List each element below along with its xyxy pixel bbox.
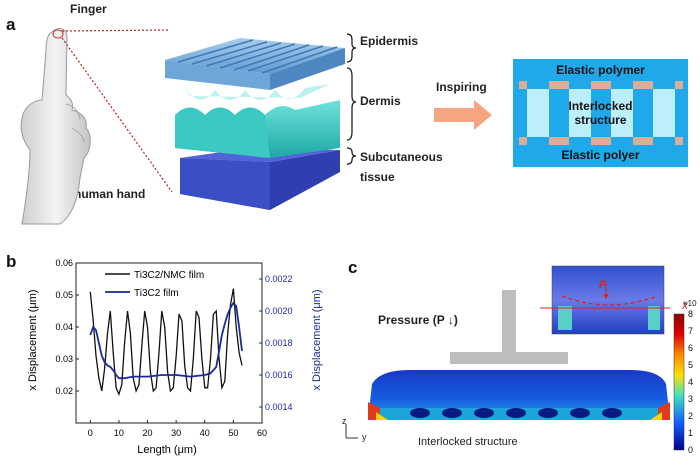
dermis-label: Dermis bbox=[360, 94, 401, 108]
axis-z-label: z bbox=[342, 416, 347, 426]
legend-label-nmc: Ti3C2/NMC film bbox=[134, 270, 204, 281]
inspiring-arrow bbox=[434, 100, 492, 130]
panel-a-illustration bbox=[20, 28, 492, 225]
schematic-middle-label-1: Interlocked bbox=[568, 99, 633, 113]
y-axis-label-right: x Displacement (μm) bbox=[311, 289, 323, 390]
x-tick-label: 0 bbox=[88, 428, 93, 438]
chart-legend: Ti3C2/NMC film Ti3C2 film bbox=[105, 270, 204, 299]
colorbar-tick-label: 3 bbox=[688, 394, 694, 404]
legend-label-ti3c2: Ti3C2 film bbox=[134, 288, 179, 299]
y-left-tick-label: 0.05 bbox=[55, 290, 73, 300]
x-tick-label: 40 bbox=[200, 428, 210, 438]
schematic-bumps bbox=[519, 81, 683, 145]
x-tick-label: 20 bbox=[143, 428, 153, 438]
schematic-bottom-label: Elastic polyer bbox=[561, 148, 640, 162]
inset-p-label: P bbox=[599, 279, 607, 291]
colorbar-tick-label: 4 bbox=[688, 377, 694, 387]
x-axis-label: Length (μm) bbox=[137, 444, 197, 456]
y-left-tick-label: 0.04 bbox=[55, 322, 73, 332]
tissue-label: tissue bbox=[360, 170, 395, 184]
y-left-tick-label: 0.03 bbox=[55, 354, 73, 364]
plot-frame bbox=[75, 262, 263, 424]
inset-x-label: x bbox=[682, 298, 688, 312]
skin-layer-block bbox=[165, 38, 345, 210]
interlocked-structure-caption: Interlocked structure bbox=[418, 436, 518, 448]
inspiring-label: Inspiring bbox=[436, 80, 487, 94]
axis-y-label: y bbox=[362, 432, 367, 442]
y-right-tick-label: 0.0018 bbox=[265, 338, 293, 348]
colorbar-tick-label: 8 bbox=[688, 309, 694, 319]
colorbar-tick-label: 7 bbox=[688, 326, 694, 336]
y-right-tick-label: 0.0022 bbox=[265, 274, 293, 284]
y-right-tick-label: 0.0020 bbox=[265, 306, 293, 316]
y-left-tick-label: 0.02 bbox=[55, 386, 73, 396]
panel-c-letter: c bbox=[348, 258, 358, 277]
schematic-top-label: Elastic polymer bbox=[556, 63, 645, 77]
displacement-chart: 0 10 20 30 40 50 60 0.02 0.03 0.04 0.05 0.06 0.0014 0… bbox=[27, 258, 323, 456]
hand-drawing bbox=[20, 28, 91, 225]
colorbar-tick-label: 1 bbox=[688, 428, 694, 438]
y-axis-label-left: x Displacement (μm) bbox=[27, 289, 39, 390]
hand-label: human hand bbox=[74, 187, 146, 201]
colorbar-tick-label: 5 bbox=[688, 360, 694, 370]
x-tick-label: 30 bbox=[171, 428, 181, 438]
pressure-label: Pressure (P ↓) bbox=[378, 313, 458, 327]
epidermis-label: Epidermis bbox=[360, 34, 419, 48]
interlocked-schematic: Elastic polymer Interlocked structure El… bbox=[513, 59, 688, 167]
panel-b-letter: b bbox=[6, 252, 17, 271]
x-tick-label: 50 bbox=[228, 428, 238, 438]
schematic-pillars bbox=[527, 89, 675, 137]
colorbar-ticks: 8 7 6 5 4 3 2 1 0 bbox=[688, 310, 700, 456]
panel-a-letter: a bbox=[6, 15, 16, 34]
colorbar-tick-label: 0 bbox=[688, 445, 694, 455]
subcutaneous-label: Subcutaneous bbox=[360, 150, 443, 164]
x-tick-label: 10 bbox=[114, 428, 124, 438]
layer-braces bbox=[346, 33, 357, 165]
pressure-press bbox=[450, 290, 568, 364]
y-right-tick-label: 0.0014 bbox=[265, 402, 293, 412]
colorbar-tick-label: 6 bbox=[688, 343, 694, 353]
y-left-tick-label: 0.06 bbox=[55, 258, 73, 268]
schematic-middle-label-2: structure bbox=[574, 113, 627, 127]
zoom-dotted-lines bbox=[61, 29, 173, 193]
inset-zoom bbox=[540, 265, 670, 335]
series-line-ti3c2-nmc bbox=[89, 288, 243, 397]
series-line-ti3c2 bbox=[89, 301, 243, 380]
finger-label: Finger bbox=[70, 2, 107, 16]
x-tick-label: 60 bbox=[257, 428, 267, 438]
y-right-tick-label: 0.0016 bbox=[265, 370, 293, 380]
axis-triad bbox=[345, 424, 358, 439]
colorbar-multiplier: ×10 bbox=[683, 299, 697, 308]
panel-c-simulation bbox=[345, 265, 685, 451]
deformed-block bbox=[368, 370, 670, 420]
colorbar-tick-label: 2 bbox=[688, 411, 694, 421]
colorbar bbox=[673, 313, 685, 451]
